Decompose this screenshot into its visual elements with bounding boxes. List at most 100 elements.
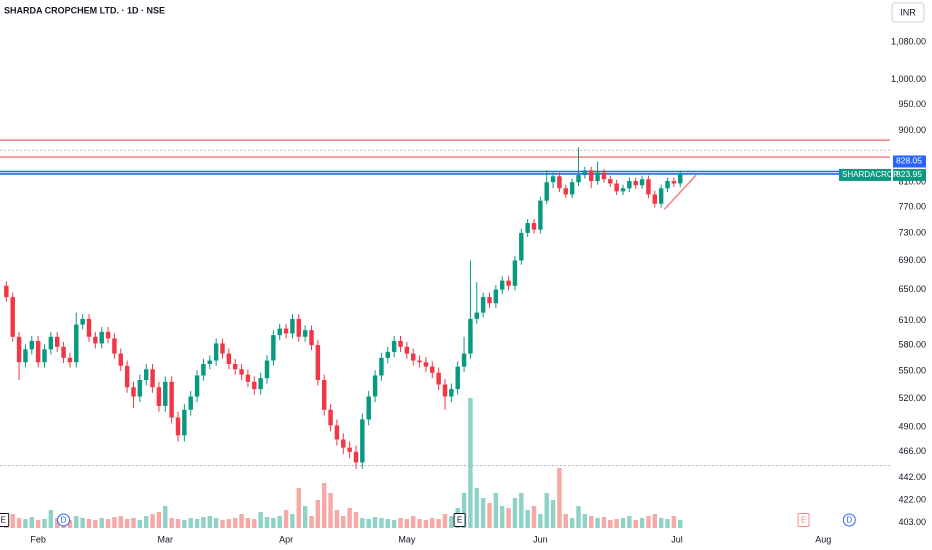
volume-bar	[213, 518, 219, 528]
volume-bar	[80, 518, 85, 528]
event-marker	[797, 513, 810, 527]
volume-bar	[404, 519, 410, 528]
volume-bar	[601, 517, 607, 528]
y-tick-label: 403.00	[898, 517, 926, 527]
candle-body	[499, 280, 505, 290]
volume-bar	[468, 398, 473, 528]
candle-body	[461, 353, 467, 367]
volume-bar	[137, 520, 143, 528]
volume-bar	[258, 512, 263, 528]
candle-body	[633, 181, 638, 186]
candle-body	[290, 318, 295, 334]
price-tag	[893, 155, 926, 168]
volume-bar	[608, 520, 613, 528]
candle-body	[379, 357, 384, 376]
event-label: E	[457, 516, 462, 525]
trendline	[663, 174, 697, 211]
candle-body	[35, 340, 41, 363]
candle-body	[271, 335, 276, 361]
candle-body	[677, 173, 683, 184]
volume-bar	[315, 500, 321, 528]
price-tag-label: 823.95	[896, 169, 922, 179]
volume-bar	[582, 514, 588, 528]
volume-bar	[633, 520, 638, 528]
volume-bar	[42, 519, 47, 528]
volume-bar	[143, 516, 149, 528]
candle-body	[550, 176, 556, 183]
x-tick-label: May	[398, 534, 416, 544]
volume-bar	[334, 510, 340, 528]
volume-bar	[232, 518, 238, 528]
volume-bar	[10, 514, 15, 528]
symbol-tag	[839, 168, 891, 181]
candle-body	[455, 366, 460, 390]
candle-body	[334, 425, 340, 440]
volume-bar	[105, 519, 111, 528]
candle-body	[652, 194, 658, 204]
volume-bar	[499, 506, 505, 528]
volume-bar	[309, 516, 314, 528]
volume-bar	[239, 514, 244, 528]
volume-bar	[595, 518, 600, 528]
volume-bar	[277, 516, 282, 528]
candle-body	[620, 188, 626, 192]
volume-bar	[16, 518, 22, 528]
candle-body	[353, 451, 359, 463]
event-marker	[842, 513, 856, 527]
candle-body	[398, 340, 403, 347]
volume-bar	[93, 520, 98, 528]
volume-bar	[194, 519, 200, 528]
candle-body	[137, 379, 143, 397]
currency-box[interactable]	[891, 2, 925, 23]
candle-body	[391, 340, 397, 352]
candle-body	[194, 375, 200, 397]
candle-body	[124, 365, 130, 388]
candle-body	[512, 260, 518, 286]
candle-body	[74, 324, 79, 363]
volume-bar	[156, 512, 162, 528]
candle-body	[341, 439, 346, 448]
volume-bar	[442, 514, 448, 528]
candle-body	[372, 375, 378, 397]
candle-body	[608, 179, 613, 184]
candle-body	[315, 345, 321, 380]
candle-body	[29, 340, 35, 350]
volume-bar	[417, 519, 422, 528]
candle-body	[646, 179, 651, 195]
candle-body	[105, 331, 111, 339]
candle-body	[449, 389, 454, 397]
candle-body	[4, 285, 9, 298]
volume-bar	[531, 506, 537, 528]
candle-body	[277, 328, 282, 336]
volume-bar	[652, 514, 658, 528]
candle-body	[213, 343, 219, 361]
volume-bar	[493, 493, 499, 528]
volume-bar	[423, 520, 429, 528]
volume-bar	[436, 519, 441, 528]
volume-bar	[658, 518, 664, 528]
candle-body	[80, 318, 85, 325]
candle-body	[665, 181, 670, 189]
y-tick-label: 810.00	[898, 177, 926, 187]
y-tick-label: 690.00	[898, 255, 926, 265]
currency[interactable]: INR	[900, 7, 916, 17]
candle-body	[557, 176, 562, 189]
candle-body	[519, 232, 524, 261]
candle-body	[601, 172, 607, 180]
y-tick-label: 1,000.00	[891, 74, 926, 84]
candle-body	[264, 360, 270, 379]
candle-body	[48, 336, 54, 350]
candle-body	[671, 181, 677, 184]
candle-body	[347, 447, 352, 452]
volume-bar	[252, 519, 257, 528]
event-label: D	[61, 516, 67, 525]
candle-body	[480, 297, 486, 313]
volume-bar	[169, 518, 174, 528]
candle-body	[423, 362, 429, 367]
candle-body	[385, 351, 391, 358]
volume-bar	[646, 516, 651, 528]
candle-body	[156, 387, 162, 406]
volume-bar	[23, 519, 28, 528]
x-tick-label: Mar	[158, 534, 174, 544]
candle-body	[245, 374, 251, 382]
